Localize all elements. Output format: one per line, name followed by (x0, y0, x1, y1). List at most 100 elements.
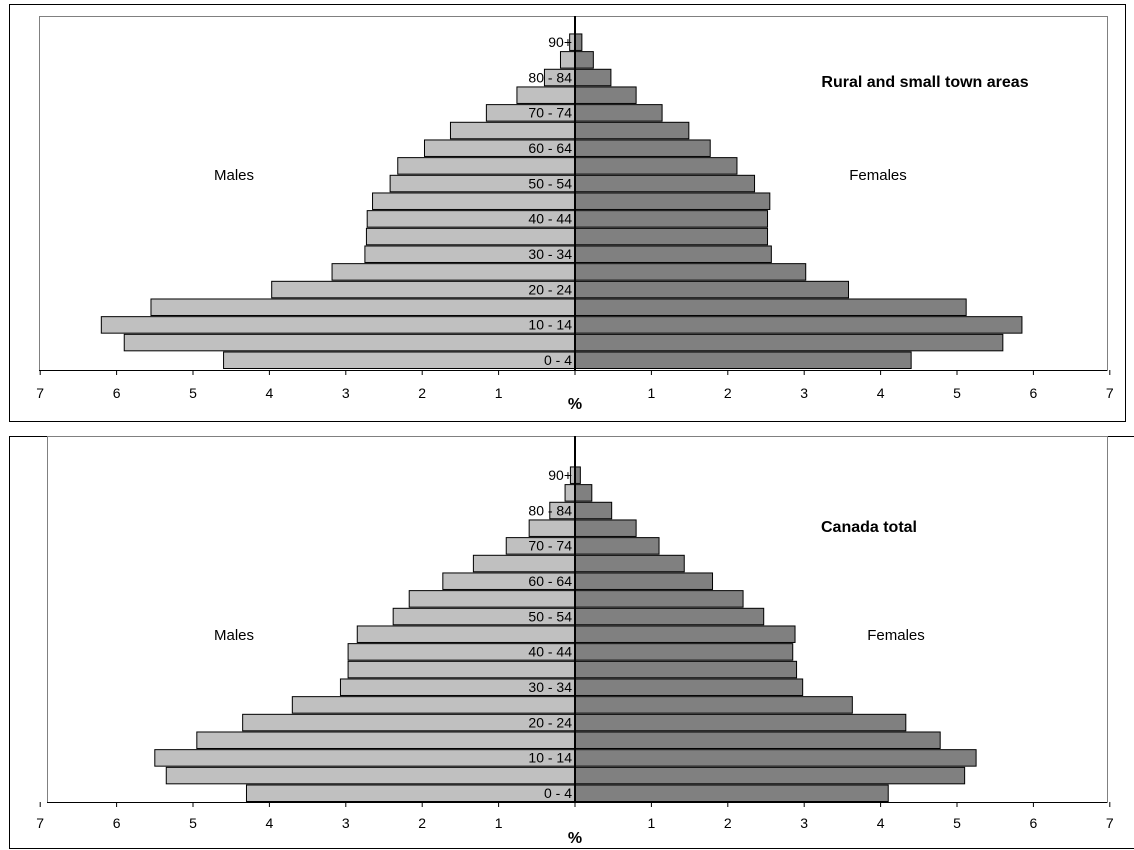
bar-male (528, 519, 576, 537)
bar-male (150, 298, 576, 316)
bar-male (331, 263, 576, 281)
x-tick-label: 3 (342, 815, 350, 831)
x-tick-label: 1 (495, 815, 503, 831)
bar-female (574, 766, 966, 785)
age-group-label: 80 - 84 (528, 502, 572, 518)
bar-female (574, 660, 798, 679)
age-group-label: 90+ (548, 467, 572, 483)
age-group-label: 10 - 14 (528, 750, 572, 766)
bar-female (574, 192, 771, 210)
age-group-label: 80 - 84 (528, 69, 572, 85)
x-axis-unit-label: % (568, 830, 582, 847)
age-group-label: 30 - 34 (528, 246, 572, 262)
x-tick-label: 5 (189, 815, 197, 831)
bar-male (516, 86, 576, 104)
age-group-label: 60 - 64 (528, 140, 572, 156)
bar-female (574, 210, 769, 228)
bar-male (100, 316, 576, 334)
x-tick-label: 5 (189, 385, 197, 401)
bar-female (574, 104, 663, 122)
bar-female (574, 484, 593, 502)
bar-female (574, 784, 889, 802)
bar-male (356, 625, 576, 643)
x-tick-label: 7 (36, 815, 44, 831)
bar-female (574, 501, 613, 520)
bar-male (165, 766, 576, 785)
bar-male (559, 51, 576, 69)
bar-female (574, 174, 756, 193)
bar-male (449, 121, 576, 140)
age-group-label: 0 - 4 (544, 352, 572, 368)
x-tick-label: 6 (113, 815, 121, 831)
bar-male (365, 227, 576, 246)
bar-female (574, 227, 769, 246)
x-tick-label: 6 (1030, 815, 1038, 831)
x-tick-label: 3 (342, 385, 350, 401)
chart-title: Canada total (821, 519, 917, 536)
bar-male (408, 590, 576, 608)
bar-female (574, 298, 967, 316)
age-group-label: 10 - 14 (528, 317, 572, 333)
bar-female (574, 713, 907, 732)
x-tick-label: 1 (648, 815, 656, 831)
bar-female (574, 263, 807, 281)
bar-female (574, 68, 612, 87)
age-group-label: 90+ (548, 34, 572, 50)
bar-female (574, 245, 772, 263)
bar-female (574, 51, 594, 69)
bar-female (574, 696, 853, 714)
age-group-label: 30 - 34 (528, 679, 572, 695)
bar-female (574, 537, 660, 555)
bar-male (564, 484, 576, 502)
x-tick-label: 7 (1106, 385, 1114, 401)
x-tick-label: 7 (36, 385, 44, 401)
males-label: Males (214, 167, 254, 184)
x-tick-label: 2 (418, 815, 426, 831)
x-tick-label: 2 (724, 385, 732, 401)
bar-male (242, 713, 576, 732)
bar-male (196, 731, 576, 749)
bar-female (574, 554, 685, 573)
bar-male (245, 784, 576, 802)
bar-female (574, 731, 941, 749)
bar-female (574, 33, 583, 51)
bar-female (574, 590, 744, 608)
bar-female (574, 519, 637, 537)
bar-female (574, 625, 796, 643)
x-tick-label: 1 (495, 385, 503, 401)
bar-female (574, 572, 714, 590)
bar-male (372, 192, 576, 210)
x-tick-label: 1 (648, 385, 656, 401)
x-tick-label: 5 (953, 815, 961, 831)
bar-male (223, 351, 576, 369)
bar-male (472, 554, 576, 573)
x-tick-label: 3 (800, 815, 808, 831)
x-tick-label: 7 (1106, 815, 1114, 831)
chart-title: Rural and small town areas (821, 74, 1028, 91)
x-tick-label: 5 (953, 385, 961, 401)
bar-male (154, 749, 576, 767)
bar-female (574, 316, 1023, 334)
age-group-label: 0 - 4 (544, 785, 572, 801)
bar-female (574, 333, 1004, 352)
age-group-label: 20 - 24 (528, 281, 572, 297)
females-label: Females (867, 627, 925, 644)
x-tick-label: 4 (266, 815, 274, 831)
age-group-label: 70 - 74 (528, 538, 572, 554)
pyramid-chart-canada: 0 - 4 10 - 14 20 - 24 30 - 34 40 - 44 50 - 54… (9, 436, 1134, 849)
bar-female (574, 351, 912, 369)
males-label: Males (214, 627, 254, 644)
age-group-label: 70 - 74 (528, 105, 572, 121)
x-tick-label: 4 (877, 385, 885, 401)
bar-female (574, 157, 738, 175)
bar-female (574, 139, 711, 157)
x-tick-label: 2 (724, 815, 732, 831)
females-label: Females (849, 167, 907, 184)
bar-male (291, 696, 576, 714)
age-group-label: 40 - 44 (528, 211, 572, 227)
x-tick-label: 2 (418, 385, 426, 401)
bar-female (574, 643, 794, 661)
bar-male (397, 157, 576, 175)
x-tick-label: 6 (1030, 385, 1038, 401)
age-group-label: 40 - 44 (528, 644, 572, 660)
